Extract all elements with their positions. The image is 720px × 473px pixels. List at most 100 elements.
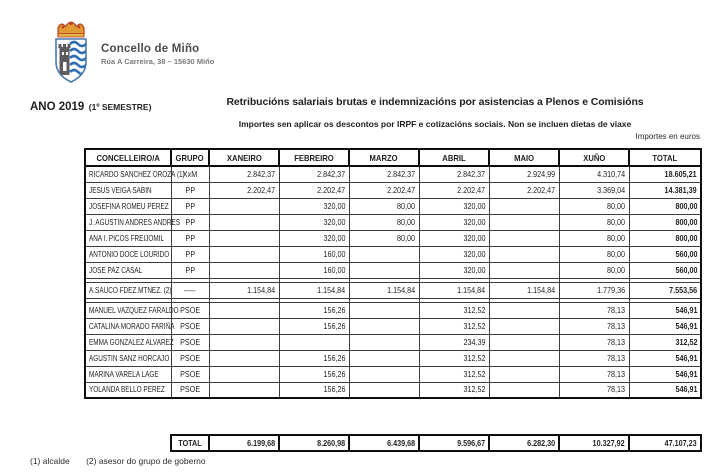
amount-cell-text: 80,00 (607, 249, 626, 259)
row-total-cell-text: 7.553,56 (668, 285, 697, 295)
row-total-cell-text: 546,91 (674, 369, 697, 379)
amount-cell (208, 213, 280, 231)
amount-cell-text: 78,13 (607, 385, 626, 395)
councillor-name-cell: ANA I. PICOS FREIJOMIL (84, 229, 172, 247)
amount-cell-text: 80,00 (607, 201, 626, 211)
salary-table: CONCELLEIRO/A GRUPO XANEIRO FEBREIRO MARZO AB… (84, 148, 702, 399)
amount-cell-text: 80,00 (397, 201, 416, 211)
amount-cell (208, 261, 280, 279)
councillor-name-cell-text: ANTONIO DOCE LOURIDO (89, 249, 170, 259)
amount-cell (348, 333, 420, 351)
amount-cell: 156,26 (278, 365, 350, 383)
amount-cell (208, 333, 280, 351)
councillor-name-cell-text: MARINA VARELA LAGE (89, 369, 159, 379)
column-header-abril-text: ABRIL (442, 152, 466, 163)
report-title: Retribucións salariais brutas e indemniz… (226, 96, 644, 108)
amount-cell-text: 1.154,84 (457, 285, 486, 295)
amount-cell-text: 2.202,47 (387, 185, 416, 195)
amount-cell-text: 2.842,37 (457, 169, 486, 179)
column-header-grupo: GRUPO (170, 148, 210, 167)
amount-cell-text: 312,52 (463, 385, 486, 395)
logo (44, 18, 98, 86)
amount-cell-text: 80,00 (607, 233, 626, 243)
group-cell-text: PSOE (179, 353, 200, 363)
amount-cell-text: 2.202,47 (247, 185, 276, 195)
amount-cell (488, 197, 560, 215)
group-cell: PSOE (170, 365, 210, 383)
group-separator-row (84, 297, 702, 303)
councillor-row: A.SAUCO FDEZ.MTNEZ. (2) ----- 1.154,84 1.15… (84, 281, 702, 299)
amount-cell-text: 156,26 (323, 353, 346, 363)
amount-cell-text: 78,13 (607, 337, 626, 347)
amount-cell: 78,13 (558, 317, 630, 335)
amount-cell: 320,00 (418, 229, 490, 247)
councillor-name-cell: YOLANDA BELLO PEREZ (84, 381, 172, 399)
councillor-name-cell-text: A.SAUCO FDEZ.MTNEZ. (2) (89, 285, 172, 295)
group-cell: PSOE (170, 381, 210, 399)
amount-cell-text: 1.154,84 (387, 285, 416, 295)
amount-cell: 2.202,47 (348, 181, 420, 199)
amount-cell: 80,00 (558, 229, 630, 247)
amount-cell: 2.924,99 (488, 165, 560, 183)
amount-cell: 160,00 (278, 245, 350, 263)
amount-cell: 1.154,84 (208, 281, 280, 299)
group-cell-text: ----- (183, 285, 196, 295)
group-cell: PP (170, 261, 210, 279)
amount-cell-text: 80,00 (397, 217, 416, 227)
amount-cell (348, 381, 420, 399)
councillor-name-cell-text: J. AGUSTIN ANDRES ANDRES (89, 217, 181, 227)
amount-cell: 2.202,47 (418, 181, 490, 199)
amount-cell: 80,00 (558, 261, 630, 279)
grand-total-cell-text: 47.107,23 (664, 438, 697, 448)
amount-cell (488, 317, 560, 335)
amount-cell-text: 320,00 (323, 217, 346, 227)
row-total-cell: 14.381,39 (628, 181, 702, 199)
row-total-cell-text: 546,91 (674, 353, 697, 363)
amount-cell-text: 156,26 (323, 385, 346, 395)
amount-cell-text: 320,00 (323, 233, 346, 243)
amount-cell (348, 261, 420, 279)
month-total-cell-text: 9.596,67 (456, 438, 485, 448)
amount-cell (348, 301, 420, 319)
amount-cell: 80,00 (558, 213, 630, 231)
amount-cell: 80,00 (348, 229, 420, 247)
amount-cell: 234,39 (418, 333, 490, 351)
councillor-name-cell-text: JESUS VEIGA SABIN (89, 185, 152, 195)
group-cell-text: PP (185, 249, 195, 259)
group-cell: PP (170, 229, 210, 247)
amount-cell: 2.842,37 (418, 165, 490, 183)
group-cell: PP (170, 197, 210, 215)
amount-cell-text: 2.202,47 (317, 185, 346, 195)
amount-cell-text: 2.842,37 (387, 169, 416, 179)
row-total-cell: 312,52 (628, 333, 702, 351)
amount-cell: 2.202,47 (488, 181, 560, 199)
amount-cell-text: 2.202,47 (527, 185, 556, 195)
totals-row: TOTAL 6.199,68 8.260,98 6.439,68 9.596,67 6.2… (170, 434, 702, 452)
amount-cell: 320,00 (418, 197, 490, 215)
amount-cell-text: 80,00 (607, 217, 626, 227)
amount-cell: 80,00 (348, 213, 420, 231)
amount-cell: 320,00 (418, 245, 490, 263)
group-cell-text: XxM (182, 169, 198, 179)
group-cell-text: PP (185, 201, 195, 211)
month-total-cell-text: 10.327,92 (592, 438, 625, 448)
amount-cell: 156,26 (278, 317, 350, 335)
councillor-name-cell-text: JOSE PAZ CASAL (89, 265, 143, 275)
amount-cell-text: 160,00 (323, 249, 346, 259)
row-total-cell: 800,00 (628, 229, 702, 247)
councillor-row: JESUS VEIGA SABIN PP 2.202,47 2.202,47 2.202… (84, 181, 702, 199)
amount-cell: 1.154,84 (488, 281, 560, 299)
amount-cell: 312,52 (418, 349, 490, 367)
amount-cell: 1.154,84 (418, 281, 490, 299)
row-total-cell: 7.553,56 (628, 281, 702, 299)
amount-cell-text: 320,00 (463, 233, 486, 243)
amount-cell-text: 320,00 (463, 217, 486, 227)
amount-cell: 1.154,84 (278, 281, 350, 299)
amount-cell (488, 261, 560, 279)
row-total-cell-text: 14.381,39 (664, 185, 697, 195)
amount-cell: 1.154,84 (348, 281, 420, 299)
group-cell: PP (170, 213, 210, 231)
column-header-marzo-text: MARZO (369, 152, 399, 163)
councillor-name-cell-text: ANA I. PICOS FREIJOMIL (89, 233, 165, 243)
councillor-name-cell-text: MANUEL VAZQUEZ FARALDO (89, 305, 179, 315)
